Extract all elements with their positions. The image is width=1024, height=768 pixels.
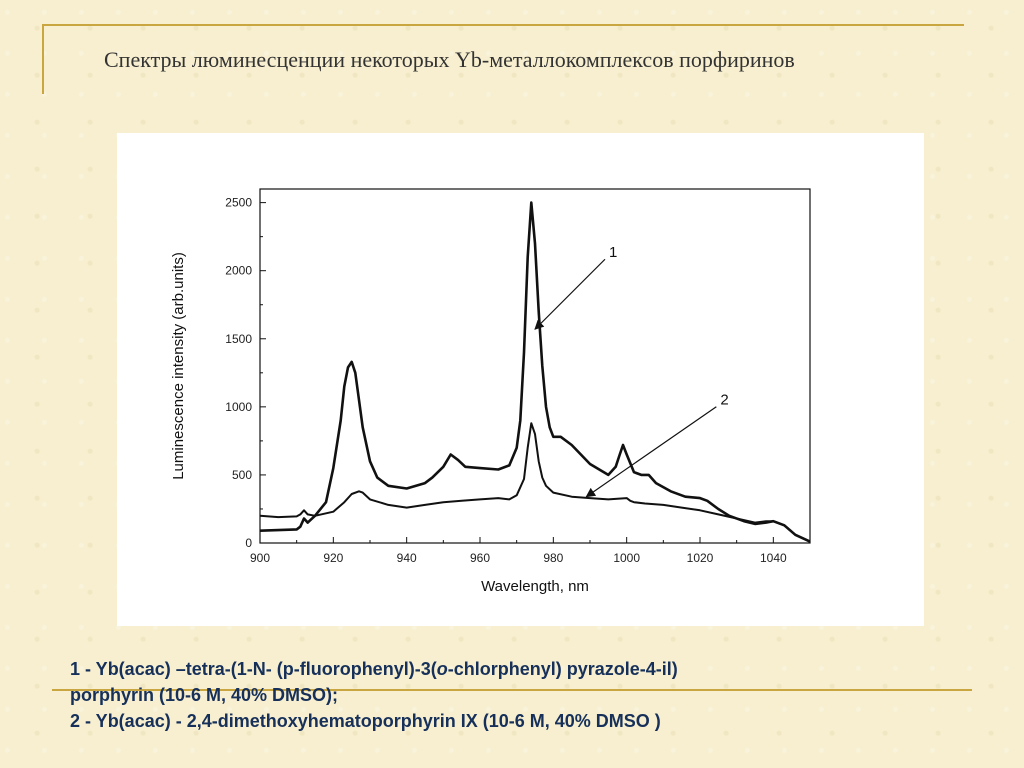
x-tick-label: 940 [397,551,417,565]
bottom-decorative-rule [52,689,972,691]
luminescence-chart: 900 920 940 960 980 1000 1020 1040 0 500 1000 1500 2… [170,188,811,595]
annotation-arrow [585,406,717,498]
caption-line-3: 2 - Yb(acac) - 2,4-dimethoxyhematoporphy… [70,711,661,731]
x-tick-label: 1000 [613,551,640,565]
series-1-line [259,201,811,543]
caption-line-1-italic: o [436,659,448,679]
y-tick-label: 500 [232,468,252,482]
x-tick-label: 900 [250,551,270,565]
x-tick-label: 980 [543,551,563,565]
x-axis-label: Wavelength, nm [481,578,589,595]
plot-frame [259,188,811,544]
chart-panel: 900 920 940 960 980 1000 1020 1040 0 500 1000 1500 2… [117,133,924,626]
x-tick-label: 1020 [687,551,714,565]
y-axis-label: Luminescence intensity (arb.units) [170,252,187,480]
figure-caption: 1 - Yb(acac) –tetra-(1-N- (p-fluoropheny… [70,656,990,734]
y-tick-label: 1000 [225,400,252,414]
caption-line-2: porphyrin (10-6 M, 40% DMSO); [70,685,339,705]
annotation-label: 2 [720,392,728,409]
x-tick-label: 960 [470,551,490,565]
x-tick-label: 920 [323,551,343,565]
top-decorative-rule [42,24,964,26]
y-tick-label: 2500 [225,196,252,210]
left-decorative-rule [42,24,44,94]
y-tick-label: 2000 [225,264,252,278]
caption-line-1-part-b: -chlorphenyl) pyrazole-4-il) [447,659,678,679]
annotation-layer: 12 [534,244,729,498]
x-tick-label: 1040 [760,551,787,565]
caption-line-1: 1 - Yb(acac) –tetra-(1-N- (p-fluoropheny… [70,656,990,682]
slide-title: Спектры люминесценции некоторых Yb-метал… [104,47,795,72]
y-tick-label: 0 [245,536,252,550]
y-tick-label: 1500 [225,332,252,346]
caption-line-1-part-a: 1 - Yb(acac) –tetra-(1-N- (p-fluoropheny… [70,659,437,679]
annotation-arrow [534,258,606,330]
annotation-label: 1 [609,244,617,261]
ticks-layer: 900 920 940 960 980 1000 1020 1040 0 500 1000 1500 2… [225,196,787,565]
series-layer [259,201,811,543]
series-2-line [259,422,811,543]
